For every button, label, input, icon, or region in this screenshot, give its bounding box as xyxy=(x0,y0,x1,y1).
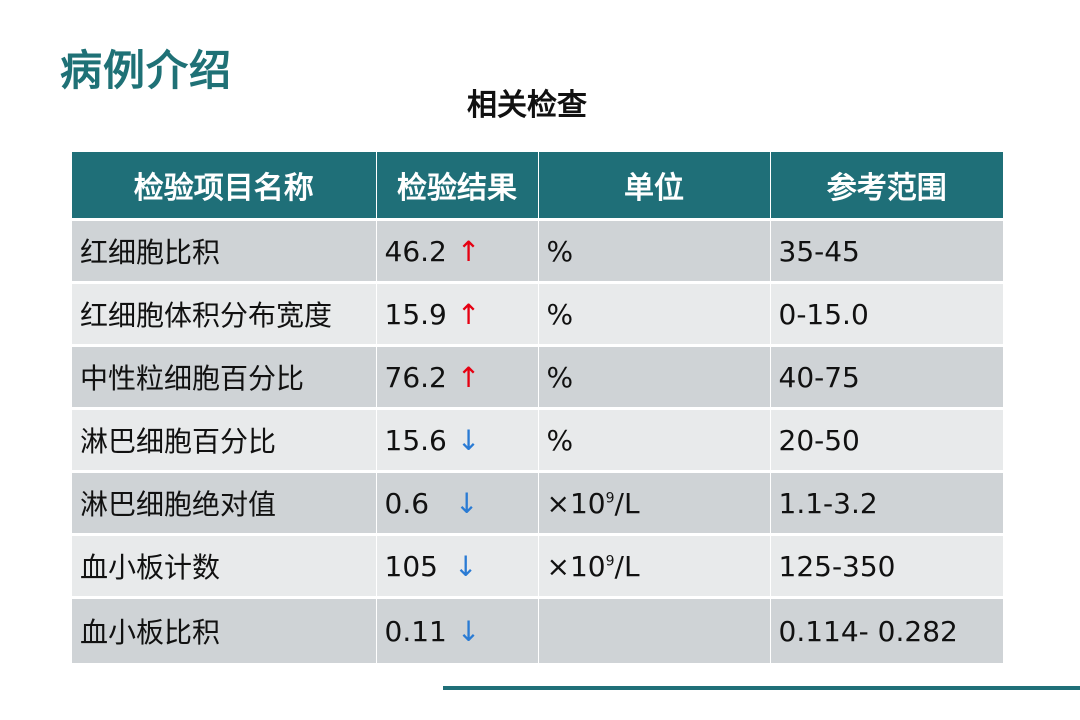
table-header-row: 检验项目名称 检验结果 单位 参考范围 xyxy=(72,152,1003,221)
result-value: 15.6 xyxy=(384,423,447,457)
item-name-cell: 淋巴细胞百分比 xyxy=(72,408,377,473)
range-cell: 35-45 xyxy=(770,219,1003,284)
down-arrow-icon: ↓ xyxy=(456,614,481,648)
table-row: 红细胞体积分布宽度 15.9 ↑ % 0-15.0 xyxy=(72,282,1003,347)
header-reference-range: 参考范围 xyxy=(770,152,1003,221)
range-cell: 40-75 xyxy=(770,345,1003,410)
unit-text: ×10 xyxy=(546,549,606,583)
result-value: 76.2 xyxy=(384,360,447,394)
table-row: 血小板计数 105 ↓ ×109/L 125-350 xyxy=(72,534,1003,599)
unit-cell: % xyxy=(538,282,771,347)
up-arrow-icon: ↑ xyxy=(456,297,481,331)
down-arrow-icon: ↓ xyxy=(453,549,478,583)
unit-exponent: 9 xyxy=(605,490,615,507)
header-item-name: 检验项目名称 xyxy=(72,152,377,221)
down-arrow-icon: ↓ xyxy=(456,423,481,457)
header-unit: 单位 xyxy=(538,152,771,221)
result-cell: 76.2 ↑ xyxy=(376,345,539,410)
result-value: 15.9 xyxy=(384,297,447,331)
result-value: 0.11 xyxy=(384,614,447,648)
item-name-cell: 淋巴细胞绝对值 xyxy=(72,471,377,536)
header-result: 检验结果 xyxy=(376,152,539,221)
lab-results-table: 检验项目名称 检验结果 单位 参考范围 红细胞比积 46.2 ↑ % 35-45 … xyxy=(72,152,1003,666)
unit-cell: ×109/L xyxy=(538,534,771,599)
range-cell: 1.1-3.2 xyxy=(770,471,1003,536)
unit-suffix: /L xyxy=(614,549,640,583)
result-cell: 0.11 ↓ xyxy=(376,597,539,666)
result-value: 46.2 xyxy=(384,234,447,268)
slide-title: 病例介绍 xyxy=(60,46,233,95)
result-cell: 0.6 ↓ xyxy=(376,471,539,536)
table-row: 红细胞比积 46.2 ↑ % 35-45 xyxy=(72,219,1003,284)
unit-text: % xyxy=(546,360,574,394)
item-name-cell: 红细胞比积 xyxy=(72,219,377,284)
unit-cell: % xyxy=(538,408,771,473)
table-row: 中性粒细胞百分比 76.2 ↑ % 40-75 xyxy=(72,345,1003,410)
item-name-cell: 中性粒细胞百分比 xyxy=(72,345,377,410)
unit-cell: ×109/L xyxy=(538,471,771,536)
item-name-cell: 红细胞体积分布宽度 xyxy=(72,282,377,347)
unit-text: % xyxy=(546,423,574,457)
unit-exponent: 9 xyxy=(605,553,615,570)
up-arrow-icon: ↑ xyxy=(456,234,481,268)
range-cell: 20-50 xyxy=(770,408,1003,473)
item-name-cell: 血小板计数 xyxy=(72,534,377,599)
range-cell: 0.114- 0.282 xyxy=(770,597,1003,666)
result-cell: 46.2 ↑ xyxy=(376,219,539,284)
table-caption: 相关检查 xyxy=(0,88,1080,124)
unit-cell: % xyxy=(538,219,771,284)
unit-text: ×10 xyxy=(546,486,606,520)
item-name-cell: 血小板比积 xyxy=(72,597,377,666)
table-caption-text: 相关检查 xyxy=(467,88,587,123)
result-cell: 15.9 ↑ xyxy=(376,282,539,347)
result-cell: 15.6 ↓ xyxy=(376,408,539,473)
table-row: 血小板比积 0.11 ↓ 0.114- 0.282 xyxy=(72,597,1003,666)
table-row: 淋巴细胞绝对值 0.6 ↓ ×109/L 1.1-3.2 xyxy=(72,471,1003,536)
range-cell: 0-15.0 xyxy=(770,282,1003,347)
range-cell: 125-350 xyxy=(770,534,1003,599)
up-arrow-icon: ↑ xyxy=(456,360,481,394)
result-value: 105 xyxy=(384,549,438,583)
bottom-divider xyxy=(443,686,1080,690)
unit-text: % xyxy=(546,297,574,331)
result-cell: 105 ↓ xyxy=(376,534,539,599)
table-row: 淋巴细胞百分比 15.6 ↓ % 20-50 xyxy=(72,408,1003,473)
unit-text: % xyxy=(546,234,574,268)
unit-cell: % xyxy=(538,345,771,410)
unit-cell xyxy=(538,597,771,666)
result-value: 0.6 xyxy=(384,486,430,520)
unit-suffix: /L xyxy=(614,486,640,520)
down-arrow-icon: ↓ xyxy=(455,486,479,520)
